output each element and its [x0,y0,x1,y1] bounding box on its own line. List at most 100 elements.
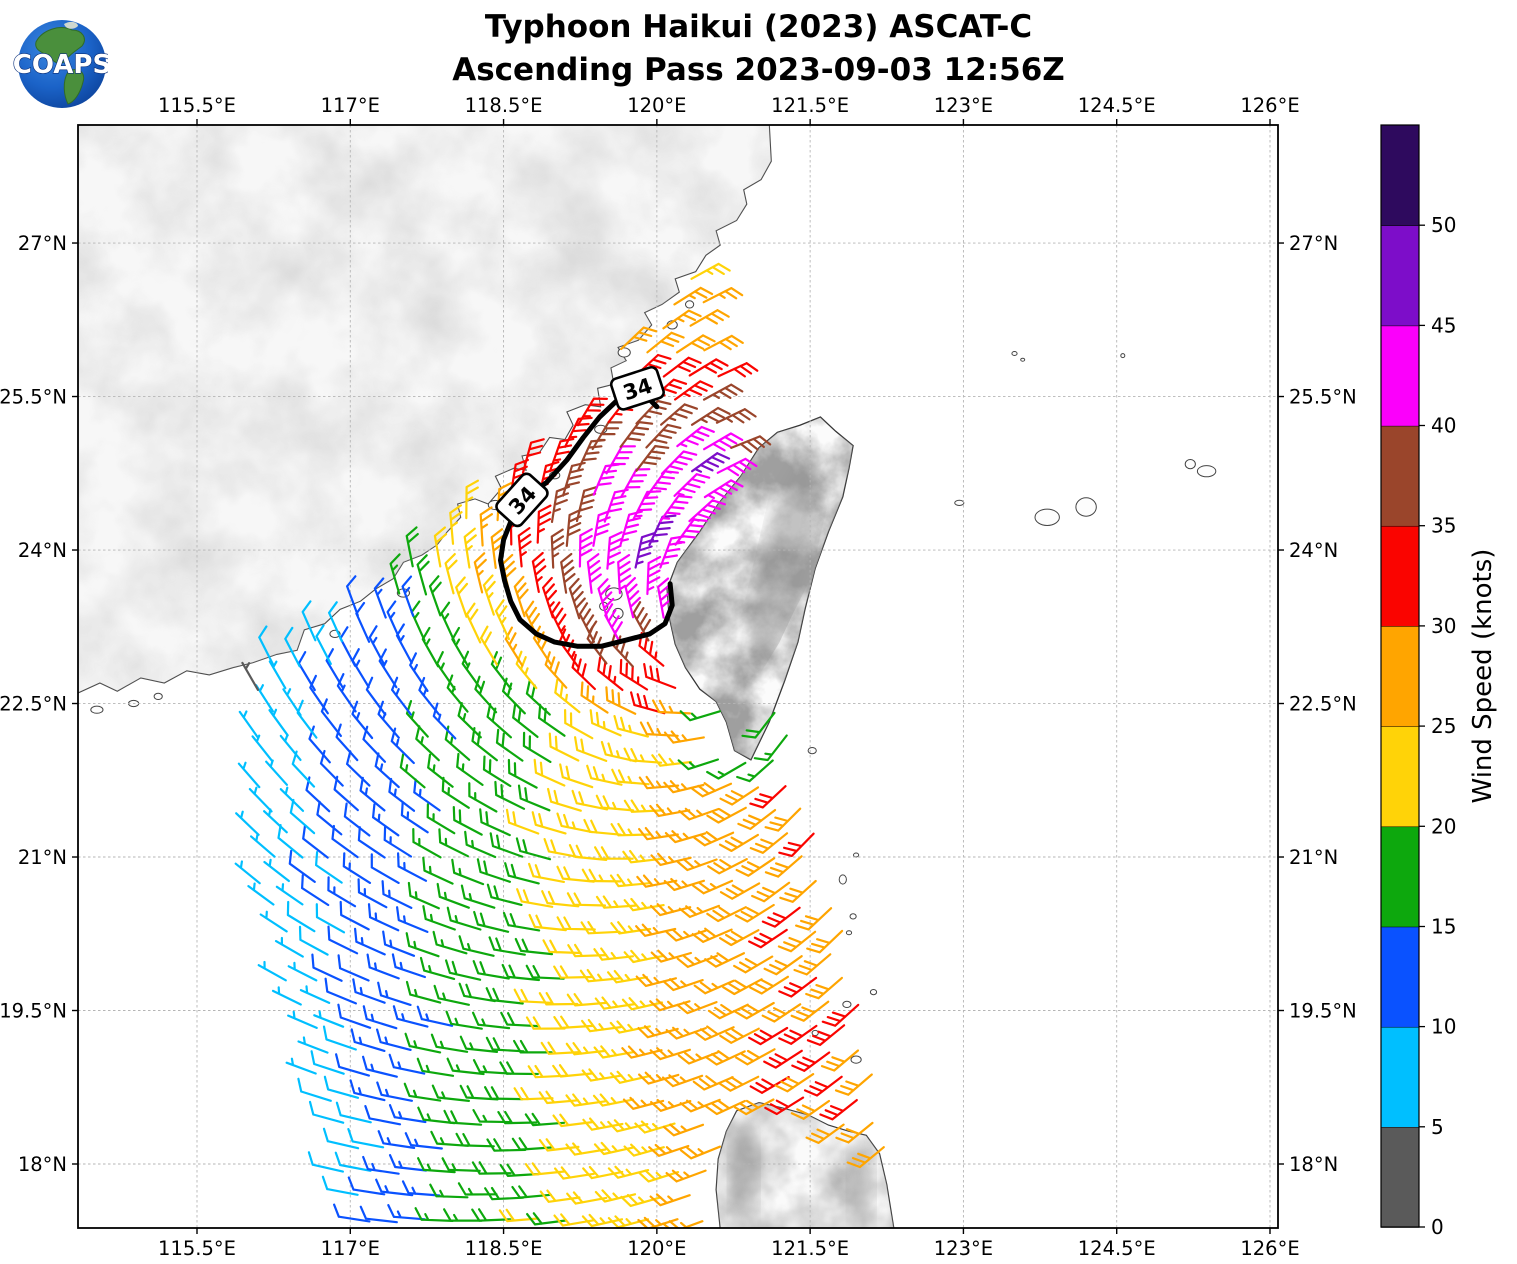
wind-barb [704,952,745,968]
wind-barb [692,879,734,895]
wind-barb [354,927,386,956]
wind-barb [531,551,547,593]
wind-barb [778,1024,818,1045]
wind-barb [662,1123,705,1137]
colorbar-segment [1380,124,1420,226]
wind-barb [456,752,484,786]
wind-barb [343,802,371,837]
wind-barb [621,1045,663,1059]
wind-barb [525,1016,566,1030]
wind-barb [594,1189,637,1203]
wind-barb [741,711,776,739]
wind-barb [702,287,744,304]
wind-barb [315,851,343,884]
lat-label-left: 27°N [18,232,67,255]
wind-barb [287,961,318,982]
wind-barb [485,987,524,1005]
colorbar-segment [1380,926,1420,1028]
wind-barb [507,758,538,789]
wind-barb [676,1001,718,1015]
wind-barb [676,954,718,968]
wind-barb [652,699,692,715]
wind-barb [791,1051,831,1072]
wind-barb [509,458,529,497]
wind-barb [820,1049,860,1072]
wind-barb [661,1074,704,1088]
wind-barb [525,964,565,980]
lon-label-bottom: 118.5°E [465,1237,543,1260]
colorbar-tick-label: 20 [1431,814,1456,838]
wind-barb [501,963,540,982]
wind-barb [556,812,593,834]
wind-barb [298,925,329,956]
wind-barb [678,904,720,918]
wind-barb [607,1165,650,1179]
wind-barb [449,504,463,545]
wind-barb [247,882,275,906]
wind-barb [376,1081,413,1102]
wind-barb [635,923,677,937]
wind-barb [362,1155,400,1175]
wind-barb [793,953,832,976]
wind-barb [468,782,498,813]
wind-barb [403,1082,442,1102]
axis-labels: 115.5°E 115.5°E 117°E 117°E 118.5°E 118.5°E 12… [0,94,1357,1260]
wind-barb [410,600,426,642]
wind-barb [515,837,552,861]
wind-barb [675,334,716,354]
wind-barb [362,1005,398,1030]
wind-barb [581,868,622,883]
wind-barb [415,725,440,762]
wind-barb [533,758,566,787]
wind-barb [639,721,679,737]
wind-barb [593,1141,636,1156]
wind-barb [248,786,273,813]
contour-34kt [498,385,675,649]
wind-barb [565,1093,607,1107]
wind-barb [690,406,731,426]
wind-barb [305,776,331,813]
wind-barb [372,803,400,837]
wind-barb [662,356,702,378]
wind-barb [749,832,789,854]
wind-barb [517,784,551,812]
wind-barb [806,929,844,954]
lon-label-top: 118.5°E [465,94,543,117]
wind-barb [764,807,802,832]
wind-barb [327,925,359,955]
wind-barb [458,935,495,957]
wind-barb [422,856,454,885]
wind-barb [635,973,677,987]
wind-barb [275,883,304,906]
wind-barb [593,1045,635,1059]
wind-barb [790,1099,831,1120]
wind-barb [737,809,777,830]
wind-barb [650,1098,692,1112]
wind-barb [444,725,471,761]
lon-label-top: 115.5°E [158,94,236,117]
wind-barb [401,1180,441,1197]
wind-barb [347,1128,385,1149]
wind-barb [513,1039,553,1054]
wind-barb [490,651,512,690]
wind-barb [592,509,612,547]
wind-barb [635,445,670,472]
wind-barb [591,421,623,451]
wind-barb [578,528,593,568]
lat-label-left: 21°N [18,846,67,869]
wind-barb [566,892,607,907]
wind-barb [451,858,485,886]
wind-barb [308,1100,345,1124]
wind-barb [707,1003,749,1020]
colorbar-tick-label: 45 [1431,313,1456,337]
wind-barb [579,968,621,983]
wind-barb [524,600,541,642]
wind-barb [486,883,523,906]
wind-barb [416,554,430,596]
wind-barb [436,651,456,691]
wind-barb [763,955,803,976]
wind-barb [607,1215,650,1228]
wind-barb [263,858,290,883]
wind-barbs-layer [234,262,885,1228]
wind-barb [311,953,343,982]
